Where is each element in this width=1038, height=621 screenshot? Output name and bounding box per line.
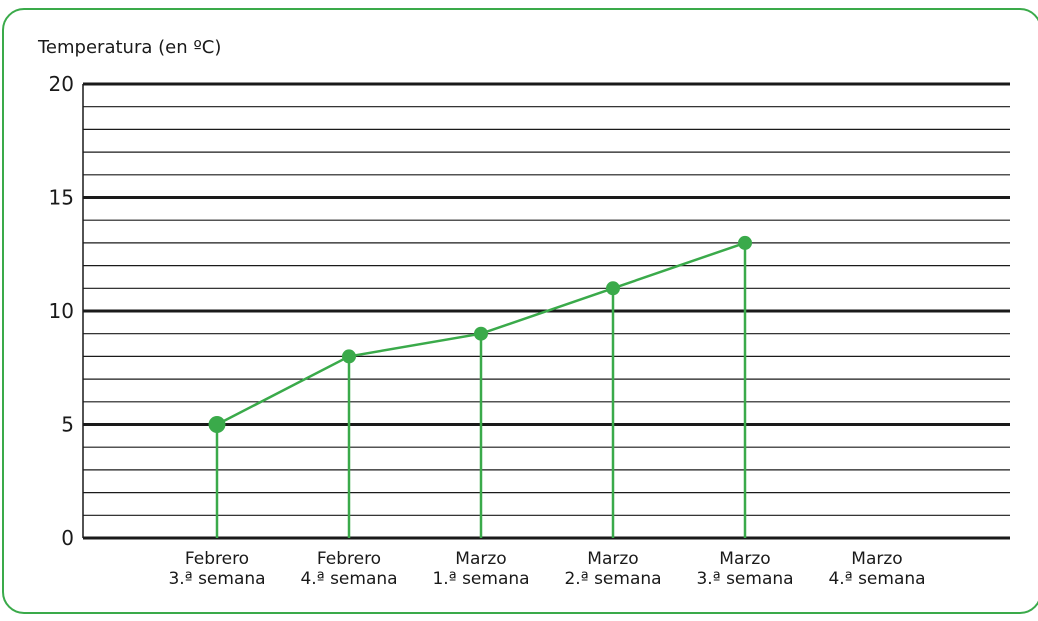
y-tick-label: 0 (61, 526, 74, 550)
y-tick-label: 10 (49, 299, 74, 323)
x-tick-label: Marzo 1.ª semana (432, 549, 529, 589)
y-tick-labels: 0 5 10 15 20 (49, 72, 74, 550)
data-point (738, 235, 752, 250)
y-tick-label: 15 (49, 186, 74, 210)
y-tick-label: 5 (61, 413, 74, 437)
data-point (606, 281, 620, 296)
data-point (208, 416, 226, 433)
x-tick-label: Marzo 4.ª semana (828, 549, 925, 589)
drop-lines (215, 242, 747, 538)
chart-frame (2, 8, 1038, 614)
data-points (208, 235, 752, 433)
x-tick-label: Marzo 3.ª semana (696, 549, 793, 589)
y-axis-label: Temperatura (en ºC) (37, 37, 221, 58)
x-tick-label: Marzo 2.ª semana (564, 549, 661, 589)
minor-gridlines (83, 106, 1010, 516)
x-tick-labels: Febrero 3.ª semana Febrero 4.ª semana Marzo 1… (168, 549, 925, 589)
x-tick-label: Febrero 3.ª semana (168, 549, 265, 589)
y-tick-label: 20 (49, 72, 74, 96)
data-point (474, 326, 488, 341)
x-tick-label: Febrero 4.ª semana (300, 549, 397, 589)
data-point (342, 349, 356, 364)
